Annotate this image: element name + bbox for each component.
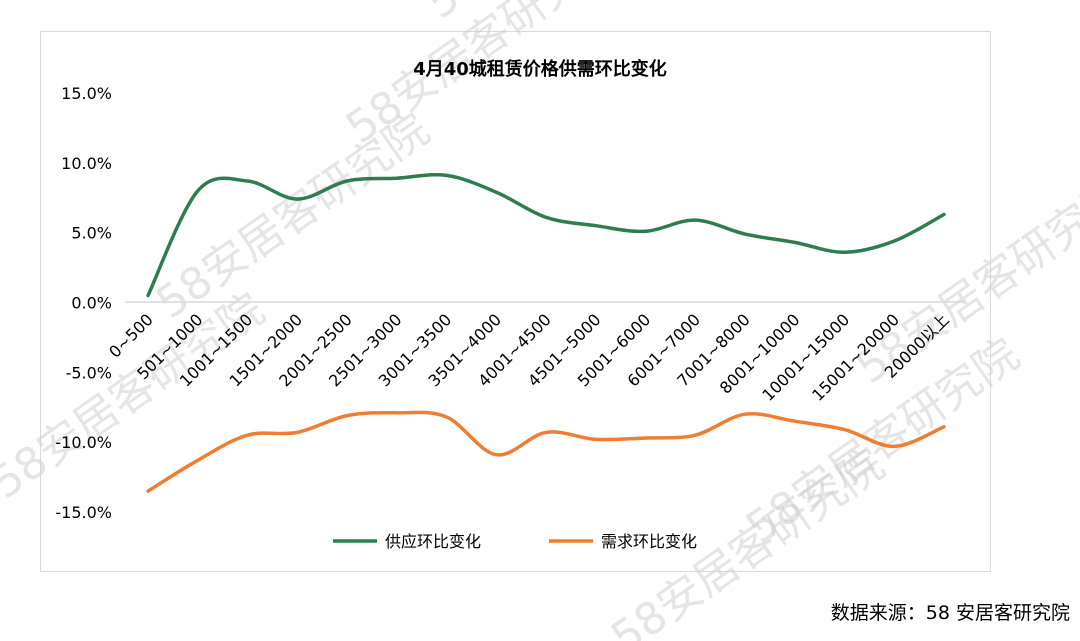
y-tick-label: 15.0% <box>61 84 112 103</box>
y-tick-label: -15.0% <box>55 503 112 522</box>
series-line-1 <box>146 410 946 493</box>
chart-title: 4月40城租赁价格供需环比变化 <box>413 58 667 80</box>
y-tick-label: -5.0% <box>66 363 112 382</box>
series-line-0 <box>146 172 946 298</box>
x-tick-label: 10001~15000 <box>758 310 853 405</box>
series-lines <box>146 172 946 493</box>
y-tick-label: -10.0% <box>55 433 112 452</box>
legend-label: 需求环比变化 <box>601 532 697 551</box>
legend-label: 供应环比变化 <box>385 532 481 551</box>
data-source-note: 数据来源：58 安居客研究院 <box>830 602 1070 624</box>
y-tick-label: 10.0% <box>61 154 112 173</box>
x-axis: 0~500501~10001001~15001501~20002001~2500… <box>105 310 953 405</box>
y-tick-label: 5.0% <box>71 224 112 243</box>
legend: 供应环比变化 需求环比变化 <box>333 532 697 551</box>
y-tick-label: 0.0% <box>71 294 112 313</box>
watermark-text: 58安居客研究院 <box>147 104 438 329</box>
y-axis: 15.0% 10.0% 5.0% 0.0% -5.0% -10.0% -15.0% <box>55 84 112 522</box>
